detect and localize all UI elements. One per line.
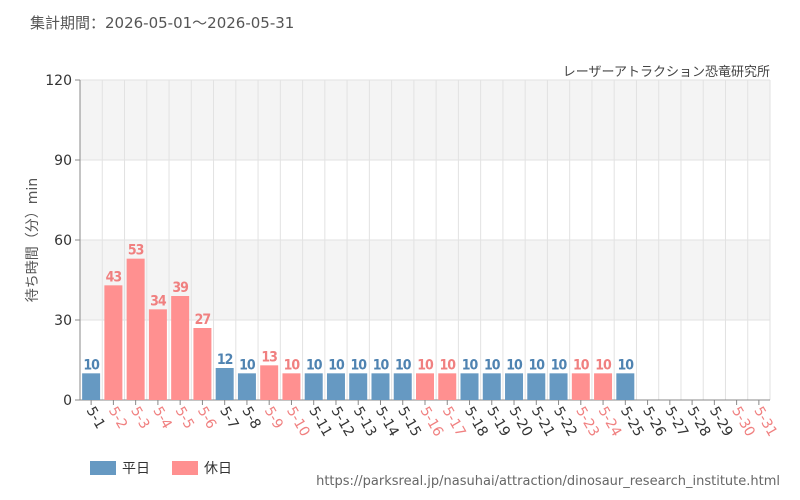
bar xyxy=(460,373,479,400)
bar-value-label: 53 xyxy=(128,243,144,259)
bar xyxy=(349,373,368,400)
x-tick-label: 5-7 xyxy=(216,404,241,432)
bar xyxy=(416,373,434,400)
legend-label-holiday: 休日 xyxy=(204,461,232,477)
chart-subtitle: レーザーアトラクション恐竜研究所 xyxy=(562,65,770,80)
bar-value-label: 10 xyxy=(239,357,256,373)
bar-value-label: 10 xyxy=(506,357,523,373)
x-tick-label: 5-9 xyxy=(261,404,286,432)
bar xyxy=(304,373,323,400)
bar xyxy=(326,373,345,400)
bar xyxy=(148,309,167,400)
bar-value-label: 10 xyxy=(417,357,434,373)
bar-value-label: 39 xyxy=(172,280,188,296)
bar-value-label: 10 xyxy=(618,357,635,373)
plot-band xyxy=(80,240,770,320)
y-tick-label: 90 xyxy=(54,153,72,169)
legend-item-holiday: 休日 xyxy=(172,458,232,478)
bar-value-label: 10 xyxy=(439,357,456,373)
bar-value-label: 10 xyxy=(484,357,501,373)
bar xyxy=(126,258,145,400)
bar xyxy=(282,373,301,400)
bar xyxy=(438,373,457,400)
y-tick-label: 30 xyxy=(54,313,72,329)
bar-value-label: 10 xyxy=(306,357,323,373)
bar xyxy=(616,373,635,400)
bar-value-label: 10 xyxy=(284,357,301,373)
x-tick-label: 5-5 xyxy=(172,404,197,432)
legend-swatch-weekday xyxy=(90,461,116,475)
bar-value-label: 27 xyxy=(195,312,211,328)
bar xyxy=(571,373,590,400)
bar xyxy=(482,373,501,400)
period-label: 集計期間：2026-05-01～2026-05-31 xyxy=(30,14,295,32)
bar-value-label: 10 xyxy=(395,357,412,373)
bar xyxy=(594,373,613,400)
bar-value-label: 10 xyxy=(83,357,100,373)
bar xyxy=(549,373,568,400)
bar-value-label: 43 xyxy=(106,269,122,285)
y-tick-label: 120 xyxy=(45,73,72,89)
x-tick-label: 5-8 xyxy=(238,404,263,432)
bar xyxy=(527,373,546,400)
bar-value-label: 10 xyxy=(462,357,479,373)
bar xyxy=(104,285,123,400)
y-tick-label: 0 xyxy=(63,393,72,409)
bar xyxy=(82,373,101,400)
y-tick-label: 60 xyxy=(54,233,72,249)
bar-value-label: 10 xyxy=(595,357,612,373)
bar xyxy=(260,365,279,400)
legend-label-weekday: 平日 xyxy=(122,461,150,477)
bar xyxy=(237,373,256,400)
x-tick-label: 5-2 xyxy=(105,404,130,432)
bar xyxy=(215,368,234,400)
bar-value-label: 10 xyxy=(551,357,568,373)
bar-value-label: 13 xyxy=(261,349,277,365)
bar-value-label: 34 xyxy=(150,293,167,309)
x-tick-label: 5-4 xyxy=(149,404,174,432)
x-tick-label: 5-31 xyxy=(750,404,780,440)
bar-value-label: 10 xyxy=(350,357,367,373)
plot-band xyxy=(80,80,770,160)
bar xyxy=(171,296,190,400)
bar-value-label: 10 xyxy=(573,357,590,373)
bar xyxy=(371,373,390,400)
legend: 平日 休日 xyxy=(90,458,232,478)
source-url[interactable]: https://parksreal.jp/nasuhai/attraction/… xyxy=(316,474,780,489)
bar-value-label: 10 xyxy=(529,357,546,373)
x-tick-label: 5-6 xyxy=(194,404,219,432)
x-tick-label: 5-1 xyxy=(83,404,108,432)
bar xyxy=(393,373,412,400)
x-tick-label: 5-3 xyxy=(127,404,152,432)
bar xyxy=(193,328,212,400)
bar-value-label: 12 xyxy=(217,352,233,368)
legend-swatch-holiday xyxy=(172,461,198,475)
bar-value-label: 10 xyxy=(328,357,345,373)
bar xyxy=(505,373,524,400)
bar-value-label: 10 xyxy=(373,357,390,373)
legend-item-weekday: 平日 xyxy=(90,458,150,478)
y-axis-label: 待ち時間（分）min xyxy=(25,178,41,302)
